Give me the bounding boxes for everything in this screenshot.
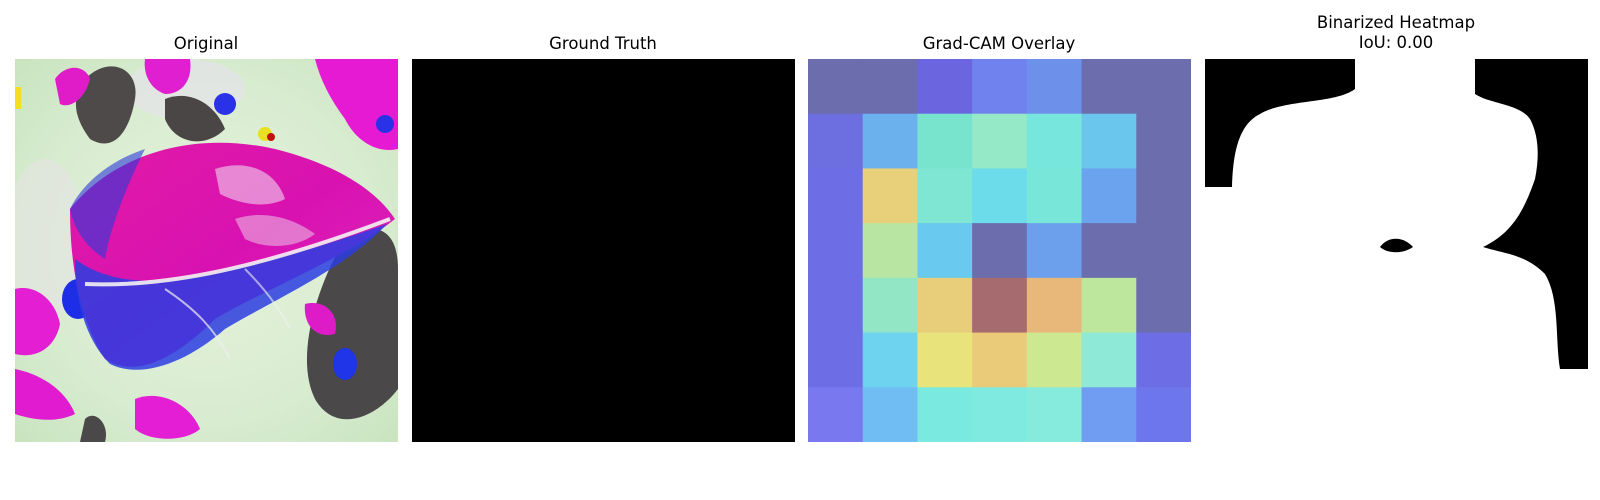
gradcam-cell (1136, 113, 1191, 169)
gradcam-cell (1136, 59, 1191, 115)
gradcam-cell (1081, 277, 1137, 334)
gradcam-cell (1026, 277, 1083, 334)
binarized-title-block: Binarized Heatmap IoU: 0.00 (1204, 13, 1588, 53)
gradcam-cell (972, 59, 1028, 115)
gradcam-cell (862, 223, 918, 279)
gradcam-cell (972, 387, 1028, 442)
gradcam-cell (1081, 113, 1137, 169)
gradcam-cell (862, 113, 918, 169)
gradcam-cell (1081, 387, 1137, 442)
gradcam-cell (862, 59, 918, 115)
original-image (15, 59, 398, 442)
gradcam-cell (1026, 59, 1083, 115)
gradcam-cell (1136, 277, 1191, 334)
gradcam-cell (972, 113, 1028, 169)
gradcam-cell (972, 277, 1028, 334)
ground-truth-title: Ground Truth (549, 34, 657, 53)
gradcam-grid (808, 59, 1191, 442)
gradcam-cell (917, 277, 973, 334)
original-title: Original (173, 34, 239, 53)
gradcam-cell (1026, 113, 1083, 169)
gradcam-cell (972, 332, 1028, 388)
gradcam-cell (808, 113, 864, 169)
gradcam-cell (1026, 168, 1083, 224)
gradcam-cell (1136, 387, 1191, 442)
gradcam-cell (808, 277, 864, 334)
binarized-heatmap (1205, 59, 1588, 442)
gradcam-title: Grad-CAM Overlay (922, 34, 1076, 53)
leaf-image (15, 59, 398, 442)
gradcam-cell (917, 168, 973, 224)
gradcam-cell (917, 113, 973, 169)
gradcam-cell (1081, 168, 1137, 224)
gradcam-cell (808, 223, 864, 279)
gradcam-overlay (808, 59, 1191, 442)
gradcam-cell (1081, 223, 1137, 279)
gradcam-cell (1136, 332, 1191, 388)
binarized-mask (1205, 59, 1588, 442)
binarized-title: Binarized Heatmap (1316, 13, 1476, 32)
gradcam-cell (862, 387, 918, 442)
gradcam-cell (917, 332, 973, 388)
ground-truth-mask (412, 59, 795, 442)
gradcam-cell (1081, 332, 1137, 388)
gradcam-cell (808, 332, 864, 388)
gradcam-cell (1136, 168, 1191, 224)
gradcam-cell (917, 223, 973, 279)
gradcam-cell (972, 168, 1028, 224)
gradcam-cell (1136, 223, 1191, 279)
gradcam-cell (1026, 387, 1083, 442)
gradcam-cell (1081, 59, 1137, 115)
gradcam-cell (917, 387, 973, 442)
gradcam-cell (808, 168, 864, 224)
gradcam-cell (862, 168, 918, 224)
gradcam-cell (917, 59, 973, 115)
gradcam-cell (1026, 332, 1083, 388)
gradcam-cell (1026, 223, 1083, 279)
gradcam-cell (808, 59, 864, 115)
gradcam-cell (808, 387, 864, 442)
gradcam-cell (862, 332, 918, 388)
gradcam-cell (972, 223, 1028, 279)
iou-label: IoU: 0.00 (1358, 33, 1434, 52)
gradcam-cell (862, 277, 918, 334)
